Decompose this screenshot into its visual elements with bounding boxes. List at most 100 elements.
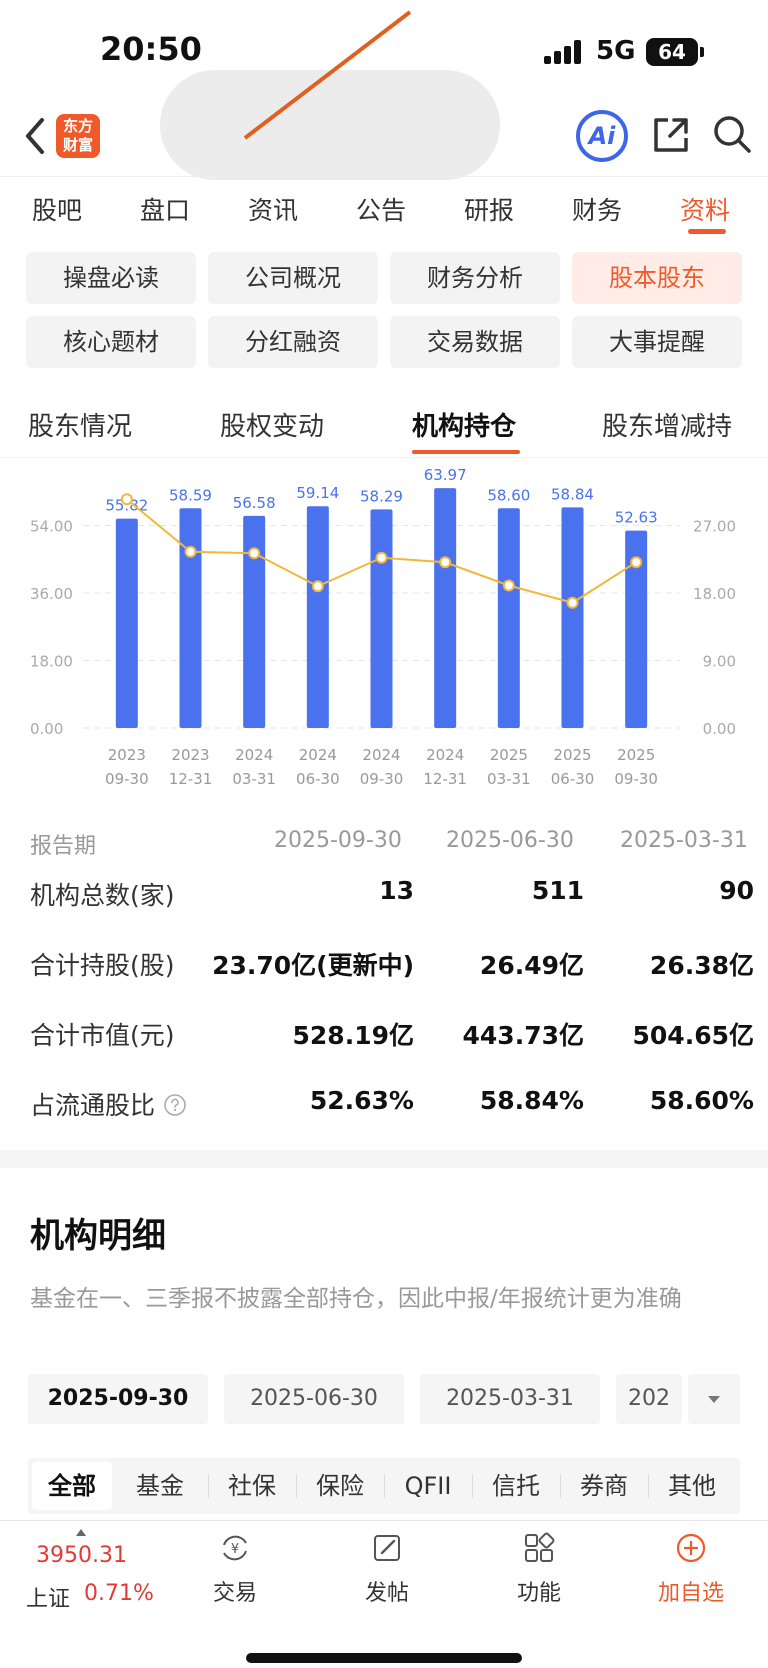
tab-zixun[interactable]: 资讯 <box>248 196 299 225</box>
line-point <box>311 580 324 593</box>
line-point <box>120 493 133 506</box>
detail-title: 机构明细 <box>30 1216 166 1256</box>
index-change: 0.71% <box>84 1581 154 1606</box>
tab-pankou[interactable]: 盘口 <box>140 196 191 225</box>
add-watchlist-button[interactable]: 加自选 <box>646 1531 736 1607</box>
network-type: 5G <box>596 36 636 66</box>
section-separator <box>0 1150 768 1168</box>
function-button[interactable]: 功能 <box>494 1531 584 1607</box>
cat-social[interactable]: 社保 <box>228 1472 276 1500</box>
cell-count-2: 511 <box>531 876 584 905</box>
sub-tabs: 股东情况 股权变动 机构持仓 股东增减持 <box>0 398 768 458</box>
line-point <box>184 545 197 558</box>
chip-themes[interactable]: 核心题材 <box>26 316 196 368</box>
detail-note: 基金在一、三季报不披露全部持仓，因此中报/年报统计更为准确 <box>30 1286 682 1312</box>
line-point <box>630 556 643 569</box>
bar <box>561 507 584 728</box>
bar <box>179 508 202 728</box>
line-point <box>375 551 388 564</box>
cat-other[interactable]: 其他 <box>668 1472 716 1500</box>
chip-caopan[interactable]: 操盘必读 <box>26 252 196 304</box>
date-chip-3[interactable]: 2025-03-31 <box>420 1374 600 1424</box>
tab-guba[interactable]: 股吧 <box>32 196 83 225</box>
cell-value-3: 504.65亿 <box>632 1021 754 1050</box>
x-tick-label: 2023 <box>171 746 209 764</box>
ai-button[interactable]: Ai <box>576 110 628 162</box>
chip-shareholders[interactable]: 股本股东 <box>572 252 742 304</box>
date-chip-4[interactable]: 202 <box>616 1374 682 1424</box>
period-header-1: 2025-09-30 <box>274 828 402 853</box>
cat-broker[interactable]: 券商 <box>580 1472 628 1500</box>
cat-fund[interactable]: 基金 <box>136 1472 184 1500</box>
tab-caiwu[interactable]: 财务 <box>572 196 623 225</box>
chip-events[interactable]: 大事提醒 <box>572 316 742 368</box>
bar-value-label: 52.63 <box>615 509 658 527</box>
cell-ratio-1: 52.63% <box>309 1086 414 1115</box>
expand-up-icon[interactable] <box>76 1529 86 1536</box>
subtab-holders[interactable]: 股东情况 <box>28 412 133 442</box>
date-dropdown-button[interactable] <box>688 1374 740 1424</box>
cat-divider <box>648 1474 649 1498</box>
subtab-equity-change[interactable]: 股权变动 <box>220 412 325 442</box>
x-tick-label: 2024 <box>235 746 273 764</box>
bar-value-label: 56.58 <box>233 494 276 512</box>
x-tick-label: 09-30 <box>360 770 404 788</box>
help-icon[interactable] <box>163 1093 187 1117</box>
main-tabs: 股吧 盘口 资讯 公告 研报 财务 资料 <box>0 176 768 236</box>
period-header-2: 2025-06-30 <box>446 828 574 853</box>
chip-trading[interactable]: 交易数据 <box>390 316 560 368</box>
bar <box>306 506 329 728</box>
chart-svg: 0.00 0.00 18.00 9.00 36.00 18.00 54.00 27.00 55.… <box>30 466 736 788</box>
bar-value-label: 58.84 <box>551 485 594 503</box>
y-tick-right: 0.00 <box>703 720 736 738</box>
cat-divider <box>384 1474 385 1498</box>
x-tick-label: 2024 <box>299 746 337 764</box>
line-point <box>439 556 452 569</box>
subtab-holding-change[interactable]: 股东增减持 <box>602 412 733 442</box>
x-tick-label: 06-30 <box>551 770 595 788</box>
share-icon[interactable] <box>650 112 692 156</box>
post-label: 发帖 <box>364 1581 409 1606</box>
bar <box>625 530 648 728</box>
bar-value-label: 63.97 <box>424 466 467 484</box>
post-button[interactable]: 发帖 <box>342 1531 432 1607</box>
x-tick-label: 2024 <box>362 746 400 764</box>
bar-value-label: 59.14 <box>296 484 339 502</box>
bar <box>243 515 266 728</box>
date-chip-1[interactable]: 2025-09-30 <box>28 1374 208 1424</box>
chip-company[interactable]: 公司概况 <box>208 252 378 304</box>
x-tick-label: 03-31 <box>232 770 276 788</box>
tab-yanbao[interactable]: 研报 <box>464 196 515 225</box>
x-tick-label: 12-31 <box>423 770 467 788</box>
plus-circle-icon <box>676 1533 706 1563</box>
date-chip-2[interactable]: 2025-06-30 <box>224 1374 404 1424</box>
x-tick-label: 06-30 <box>296 770 340 788</box>
cat-qfii[interactable]: QFII <box>404 1472 452 1500</box>
bar <box>434 488 457 728</box>
bar <box>115 518 138 728</box>
trade-icon: ¥ <box>223 1535 247 1561</box>
chip-dividend[interactable]: 分红融资 <box>208 316 378 368</box>
bottom-bar: 3950.31 上证 0.71% ¥ 交易 发帖 功能 <box>0 1520 768 1668</box>
tab-gonggao[interactable]: 公告 <box>356 196 407 225</box>
index-value: 3950.31 <box>36 1543 127 1568</box>
subtab-institution[interactable]: 机构持仓 <box>412 412 517 442</box>
cat-insurance[interactable]: 保险 <box>316 1472 364 1500</box>
line-point <box>566 596 579 609</box>
app-logo: 东方 财富 <box>56 114 100 158</box>
x-tick-label: 2023 <box>108 746 146 764</box>
redacted-title <box>160 70 500 180</box>
index-name: 上证 <box>26 1587 71 1612</box>
row-label-shares: 合计持股(股) <box>30 951 175 980</box>
search-icon[interactable] <box>710 112 754 156</box>
cat-trust[interactable]: 信托 <box>492 1472 540 1500</box>
chip-finance[interactable]: 财务分析 <box>390 252 560 304</box>
cell-ratio-2: 58.84% <box>479 1086 584 1115</box>
y-tick-left: 0.00 <box>30 720 63 738</box>
tab-ziliao[interactable]: 资料 <box>680 196 731 225</box>
cat-all[interactable]: 全部 <box>32 1462 112 1510</box>
trade-button[interactable]: ¥ 交易 <box>190 1531 280 1607</box>
back-icon[interactable] <box>22 114 50 158</box>
function-label: 功能 <box>516 1581 561 1606</box>
y-tick-right: 18.00 <box>693 585 736 603</box>
